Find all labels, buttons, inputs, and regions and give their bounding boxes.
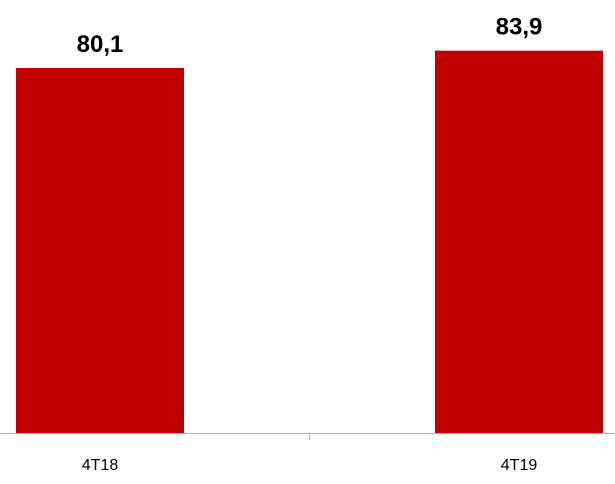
category-label-4T18: 4T18 bbox=[82, 457, 119, 474]
bar-4T18 bbox=[16, 68, 184, 433]
data-labels-group: 80,1 83,9 bbox=[77, 14, 543, 58]
bars-group bbox=[16, 50, 603, 433]
x-axis bbox=[0, 433, 615, 440]
category-labels-group: 4T18 4T19 bbox=[82, 457, 538, 474]
data-label-4T19: 83,9 bbox=[496, 14, 543, 41]
bar-4T19 bbox=[435, 50, 603, 433]
data-label-4T18: 80,1 bbox=[77, 31, 124, 58]
category-label-4T19: 4T19 bbox=[501, 457, 538, 474]
